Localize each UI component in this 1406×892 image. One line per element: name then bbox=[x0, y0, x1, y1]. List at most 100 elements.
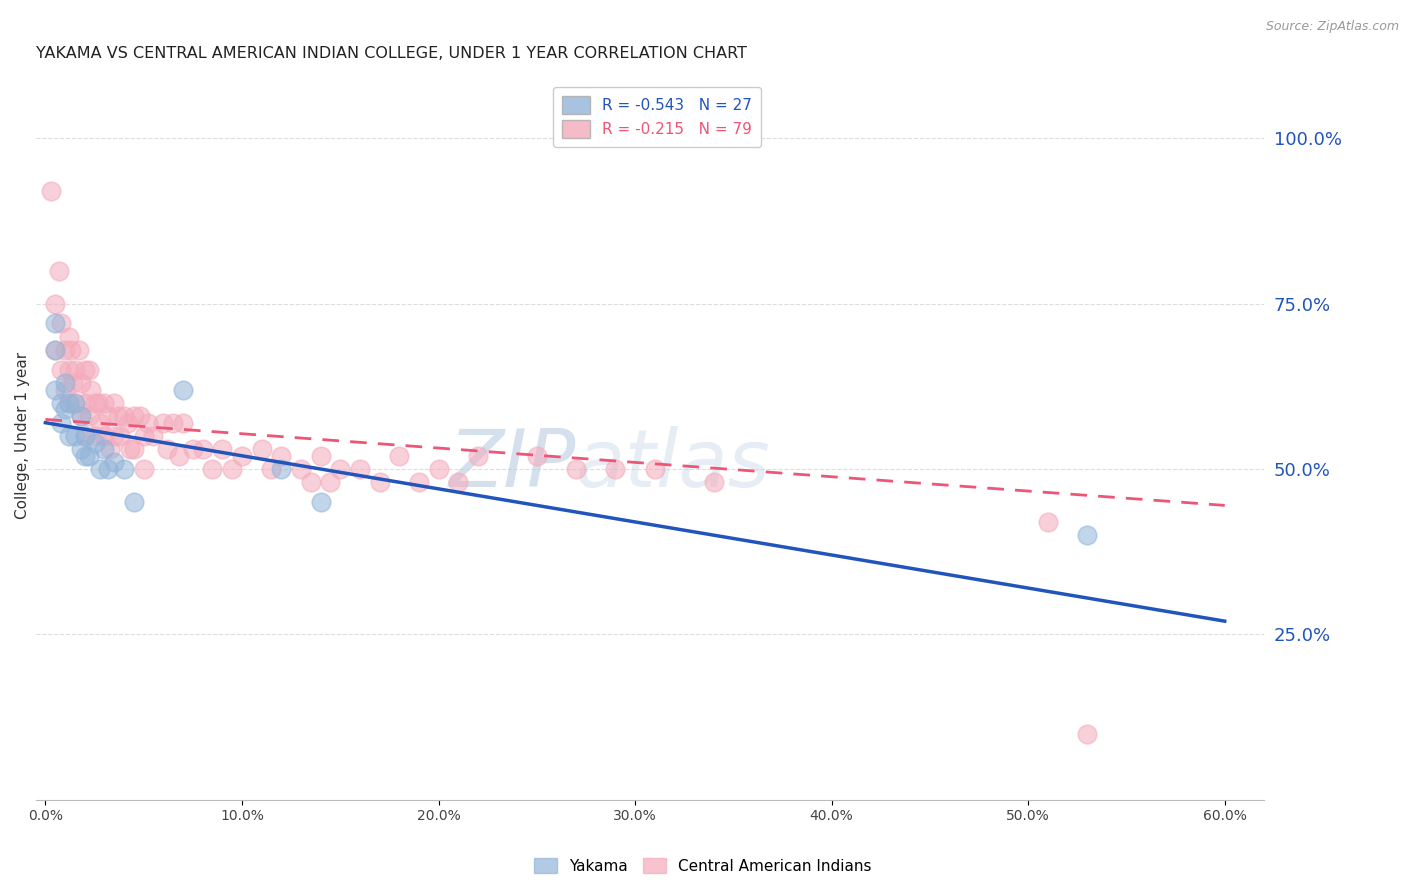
Point bbox=[299, 475, 322, 490]
Point bbox=[53, 343, 76, 357]
Point bbox=[97, 409, 120, 423]
Point bbox=[69, 376, 91, 390]
Point bbox=[309, 449, 332, 463]
Y-axis label: College, Under 1 year: College, Under 1 year bbox=[15, 352, 30, 519]
Point bbox=[162, 416, 184, 430]
Point bbox=[44, 317, 66, 331]
Legend: R = -0.543   N = 27, R = -0.215   N = 79: R = -0.543 N = 27, R = -0.215 N = 79 bbox=[553, 87, 761, 147]
Point bbox=[69, 409, 91, 423]
Point bbox=[59, 343, 82, 357]
Point bbox=[83, 396, 105, 410]
Point bbox=[156, 442, 179, 457]
Point bbox=[644, 462, 666, 476]
Point bbox=[53, 402, 76, 417]
Point bbox=[221, 462, 243, 476]
Point bbox=[67, 343, 90, 357]
Point bbox=[142, 429, 165, 443]
Point bbox=[152, 416, 174, 430]
Point bbox=[270, 462, 292, 476]
Point bbox=[290, 462, 312, 476]
Point bbox=[118, 442, 141, 457]
Point bbox=[319, 475, 342, 490]
Point bbox=[44, 343, 66, 357]
Text: ZIP: ZIP bbox=[449, 426, 576, 504]
Point bbox=[77, 363, 100, 377]
Point bbox=[98, 442, 121, 457]
Point bbox=[703, 475, 725, 490]
Point bbox=[117, 416, 139, 430]
Point bbox=[77, 449, 100, 463]
Point bbox=[49, 416, 72, 430]
Point bbox=[63, 396, 86, 410]
Legend: Yakama, Central American Indians: Yakama, Central American Indians bbox=[529, 852, 877, 880]
Point bbox=[1076, 726, 1098, 740]
Point bbox=[58, 396, 80, 410]
Point bbox=[73, 429, 96, 443]
Point bbox=[69, 409, 91, 423]
Point bbox=[63, 363, 86, 377]
Point bbox=[53, 376, 76, 390]
Point bbox=[79, 383, 101, 397]
Point bbox=[103, 396, 125, 410]
Point bbox=[83, 429, 105, 443]
Point bbox=[53, 383, 76, 397]
Point bbox=[250, 442, 273, 457]
Point bbox=[58, 329, 80, 343]
Point bbox=[63, 429, 86, 443]
Point bbox=[605, 462, 627, 476]
Point bbox=[122, 495, 145, 509]
Point bbox=[108, 429, 131, 443]
Point bbox=[565, 462, 588, 476]
Point bbox=[87, 396, 110, 410]
Point bbox=[128, 409, 150, 423]
Point bbox=[1076, 528, 1098, 542]
Point bbox=[427, 462, 450, 476]
Point bbox=[48, 263, 70, 277]
Point bbox=[172, 416, 194, 430]
Point bbox=[172, 383, 194, 397]
Point bbox=[1036, 515, 1059, 529]
Point bbox=[58, 363, 80, 377]
Point bbox=[69, 442, 91, 457]
Point bbox=[77, 409, 100, 423]
Point bbox=[408, 475, 430, 490]
Point bbox=[73, 429, 96, 443]
Point bbox=[49, 396, 72, 410]
Point bbox=[73, 396, 96, 410]
Point bbox=[62, 376, 84, 390]
Point bbox=[122, 409, 145, 423]
Point bbox=[122, 442, 145, 457]
Point bbox=[260, 462, 283, 476]
Point bbox=[97, 462, 120, 476]
Point bbox=[349, 462, 371, 476]
Point bbox=[309, 495, 332, 509]
Point bbox=[136, 416, 159, 430]
Point bbox=[167, 449, 190, 463]
Point bbox=[368, 475, 391, 490]
Point bbox=[73, 363, 96, 377]
Point bbox=[49, 363, 72, 377]
Point bbox=[388, 449, 411, 463]
Point bbox=[112, 462, 135, 476]
Point bbox=[44, 383, 66, 397]
Point bbox=[89, 416, 111, 430]
Point bbox=[329, 462, 352, 476]
Point bbox=[526, 449, 548, 463]
Point bbox=[73, 449, 96, 463]
Point bbox=[112, 409, 135, 423]
Point bbox=[181, 442, 204, 457]
Point bbox=[39, 184, 62, 198]
Point bbox=[58, 396, 80, 410]
Point bbox=[231, 449, 253, 463]
Point bbox=[201, 462, 224, 476]
Point bbox=[447, 475, 470, 490]
Point bbox=[211, 442, 233, 457]
Point bbox=[89, 462, 111, 476]
Point bbox=[58, 429, 80, 443]
Point bbox=[49, 317, 72, 331]
Point bbox=[132, 462, 155, 476]
Point bbox=[467, 449, 489, 463]
Point bbox=[93, 442, 115, 457]
Point bbox=[191, 442, 214, 457]
Point bbox=[83, 435, 105, 450]
